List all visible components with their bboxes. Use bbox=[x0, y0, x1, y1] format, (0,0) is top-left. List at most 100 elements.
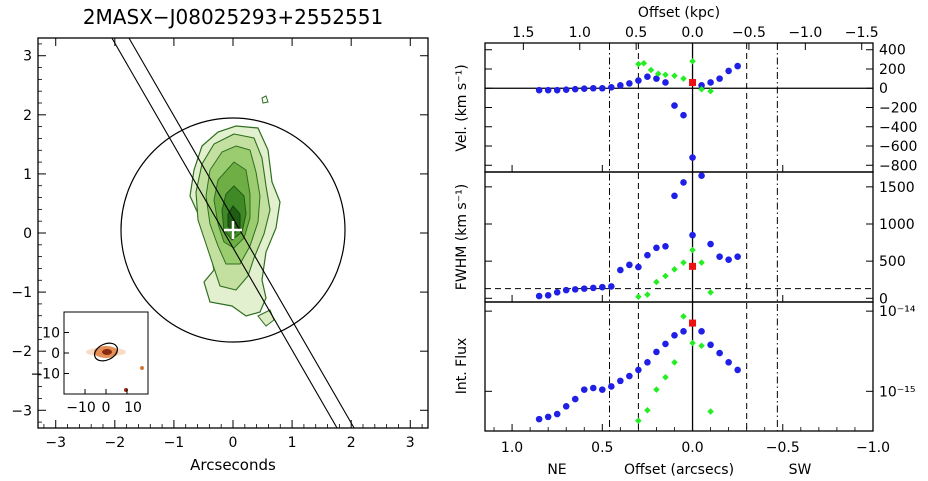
fwhm-green-point bbox=[635, 293, 642, 301]
inset-ticks: −10 0 10 10 0 −10 bbox=[30, 326, 141, 417]
fwhm-blue-point bbox=[562, 286, 570, 294]
velocity-blue-point bbox=[535, 86, 543, 94]
flux-blue-point bbox=[671, 331, 678, 339]
fwhm-blue-point bbox=[553, 289, 561, 296]
arcsec-tick-label: −0.5 bbox=[766, 440, 800, 456]
flux-panel-frame bbox=[484, 301, 874, 432]
fwhm-blue-point bbox=[662, 242, 669, 250]
spectra-ticks: 1.0 0.5 0.0 −0.5 −1.0 1.5 1.0 0.5 0.0 −0.5 −1.0 −1.… bbox=[485, 25, 917, 456]
flux-green-point bbox=[635, 417, 642, 424]
fwhm-y-tick-label: 0 bbox=[879, 291, 888, 307]
flux-green-point bbox=[680, 313, 687, 320]
bottom-axis-label: Offset (arcsecs) bbox=[624, 462, 734, 478]
velocity-y-tick-label: −800 bbox=[879, 158, 917, 174]
inset-x-tick-label: 0 bbox=[102, 400, 111, 416]
flux-blue-point bbox=[589, 384, 597, 392]
velocity-y-tick-label: 200 bbox=[879, 62, 906, 78]
velocity-y-tick-label: 0 bbox=[879, 81, 888, 97]
image-x-tick-label: 3 bbox=[406, 435, 415, 451]
inset-x-tick-label: 10 bbox=[124, 400, 142, 416]
arcsec-tick-label: 0.0 bbox=[681, 440, 703, 456]
image-title: 2MASX−J08025293+2552551 bbox=[83, 5, 383, 29]
kpc-tick-label: 0.0 bbox=[681, 25, 703, 41]
fwhm-blue-point bbox=[653, 244, 660, 252]
kpc-tick-label: 0.5 bbox=[625, 25, 647, 41]
fwhm-y-tick-label: 1500 bbox=[879, 180, 915, 196]
image-xlabel: Arcseconds bbox=[190, 456, 276, 474]
flux-blue-point bbox=[571, 395, 579, 403]
inset-x-tick-label: −10 bbox=[66, 400, 96, 416]
image-panel: 2MASX−J08025293+2552551 −3 −2 −1 0 1 2 3−3−2−1… bbox=[11, 5, 429, 474]
fwhm-blue-point bbox=[580, 285, 588, 292]
flux-blue-point bbox=[716, 349, 723, 357]
velocity-y-tick-label: 400 bbox=[879, 43, 906, 59]
inset-y-tick-label: 10 bbox=[42, 326, 60, 342]
fwhm-panel-frame bbox=[484, 171, 874, 303]
velocity-blue-point bbox=[571, 85, 579, 93]
sw-label: SW bbox=[789, 462, 812, 478]
velocity-green-point bbox=[635, 60, 642, 68]
velocity-blue-point bbox=[707, 79, 714, 86]
spectra-panels: 1.0 0.5 0.0 −0.5 −1.0 1.5 1.0 0.5 0.0 −0.5 −1.0 −1.… bbox=[454, 5, 917, 478]
data-points bbox=[535, 58, 741, 424]
fwhm-blue-point bbox=[725, 256, 732, 263]
velocity-blue-point bbox=[653, 75, 660, 82]
inset: −10 0 10 10 0 −10 bbox=[30, 311, 149, 417]
fwhm-blue-point bbox=[571, 286, 579, 293]
image-y-tick-label: −1 bbox=[11, 285, 32, 301]
velocity-panel-frame bbox=[484, 42, 874, 173]
velocity-blue-point bbox=[698, 82, 705, 89]
velocity-green-point bbox=[647, 66, 655, 74]
flux-green-point bbox=[689, 339, 696, 347]
slit-edge-left bbox=[128, 37, 355, 429]
velocity-green-point bbox=[654, 70, 662, 78]
velocity-blue-point bbox=[671, 102, 678, 109]
offset-reference-lines bbox=[609, 43, 778, 431]
fwhm-red-point bbox=[689, 262, 697, 270]
flux-green-point bbox=[644, 407, 651, 414]
flux-red-point bbox=[689, 319, 697, 327]
arcsec-tick-label: 1.0 bbox=[501, 440, 523, 456]
fwhm-green-point bbox=[644, 291, 651, 298]
flux-green-point bbox=[707, 408, 714, 415]
fwhm-blue-point bbox=[589, 284, 597, 292]
flux-blue-point bbox=[626, 372, 633, 380]
image-x-tick-label: −1 bbox=[164, 435, 185, 451]
flux-green-point bbox=[653, 386, 660, 393]
flux-blue-point bbox=[562, 403, 570, 410]
fwhm-blue-point bbox=[599, 283, 606, 291]
velocity-blue-point bbox=[680, 111, 687, 119]
image-x-tick-label: −2 bbox=[104, 435, 125, 451]
kpc-tick-label: −1.5 bbox=[845, 25, 879, 41]
contour-knot bbox=[261, 95, 269, 104]
fwhm-green-point bbox=[689, 246, 696, 254]
fwhm-blue-point bbox=[544, 292, 552, 299]
image-y-tick-label: 3 bbox=[23, 49, 32, 65]
fwhm-blue-point bbox=[698, 172, 705, 180]
fwhm-blue-point bbox=[626, 261, 633, 269]
slit-edge-right bbox=[111, 37, 338, 429]
flux-blue-point bbox=[734, 366, 741, 374]
flux-blue-point bbox=[662, 340, 669, 348]
fwhm-blue-point bbox=[617, 266, 624, 274]
flux-green-point bbox=[671, 359, 678, 366]
velocity-green-point bbox=[640, 59, 648, 67]
velocity-green-point bbox=[671, 72, 678, 79]
flux-blue-point bbox=[580, 386, 588, 393]
velocity-blue-point bbox=[725, 67, 732, 75]
inset-aperture bbox=[94, 342, 118, 362]
flux-y-tick-label: 10⁻¹⁴ bbox=[879, 304, 916, 320]
aperture-circle bbox=[120, 117, 346, 343]
fwhm-green-point bbox=[653, 278, 660, 286]
inset-y-tick-label: 0 bbox=[51, 346, 60, 362]
flux-blue-point bbox=[653, 348, 660, 356]
fwhm-ylabel: FWHM (km s⁻¹) bbox=[454, 184, 470, 290]
fwhm-blue-point bbox=[707, 240, 714, 248]
velocity-blue-point bbox=[644, 73, 651, 80]
fwhm-green-point bbox=[707, 289, 714, 296]
velocity-y-tick-label: −400 bbox=[879, 120, 917, 136]
top-axis-label: Offset (kpc) bbox=[638, 5, 720, 21]
flux-blue-point bbox=[725, 359, 732, 366]
image-y-tick-label: −2 bbox=[11, 344, 32, 360]
fwhm-blue-point bbox=[608, 283, 615, 290]
